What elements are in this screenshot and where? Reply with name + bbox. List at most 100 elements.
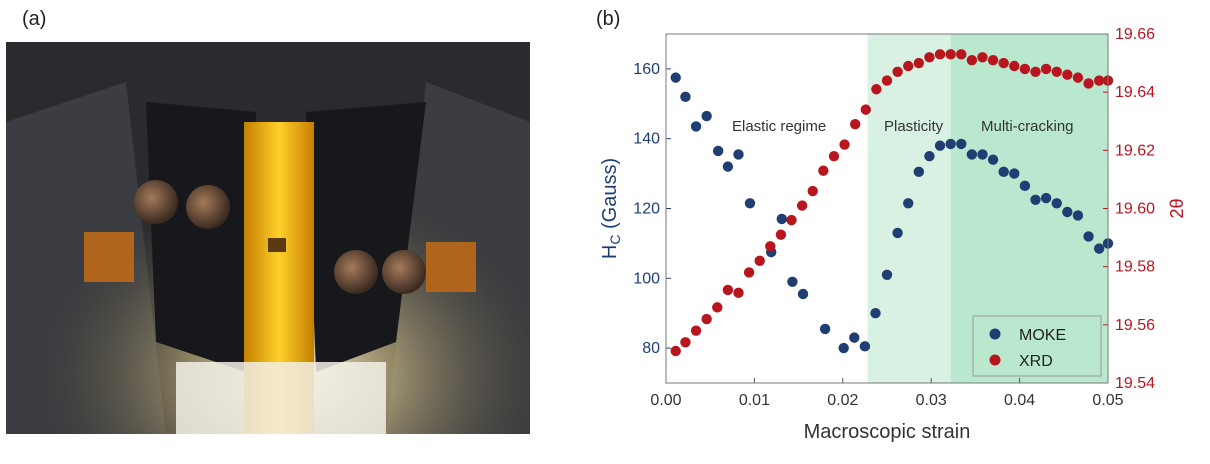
xrd-point bbox=[1009, 60, 1020, 72]
moke-point bbox=[819, 323, 831, 335]
xrd-point bbox=[722, 284, 734, 296]
xrd-point bbox=[828, 150, 840, 162]
xrd-point bbox=[1051, 66, 1062, 78]
moke-point bbox=[744, 198, 756, 209]
legend-label: XRD bbox=[1019, 353, 1053, 370]
y-left-tick-label: 100 bbox=[633, 270, 660, 287]
xrd-point bbox=[680, 337, 691, 348]
x-axis-label: Macroscopic strain bbox=[804, 421, 971, 443]
xrd-point bbox=[786, 214, 797, 226]
moke-point bbox=[998, 166, 1009, 178]
xrd-point bbox=[743, 267, 755, 278]
xrd-point bbox=[796, 200, 808, 211]
y-left-tick-label: 160 bbox=[633, 61, 660, 78]
moke-point bbox=[1030, 194, 1041, 205]
moke-point bbox=[1083, 231, 1094, 242]
region-1 bbox=[867, 34, 951, 383]
legend-label: MOKE bbox=[1019, 327, 1066, 344]
region-label: Multi-cracking bbox=[981, 118, 1074, 135]
xrd-point bbox=[977, 52, 988, 63]
xrd-point bbox=[775, 229, 787, 240]
photo-light-bottom bbox=[176, 362, 386, 434]
xrd-point bbox=[860, 104, 871, 115]
xrd-point bbox=[1030, 66, 1041, 78]
xrd-point bbox=[903, 60, 914, 72]
y-right-tick-label: 19.54 bbox=[1115, 375, 1155, 392]
photo-contact-pad-3 bbox=[334, 250, 378, 294]
y-left-tick-label: 80 bbox=[642, 340, 660, 357]
y-axis-left-label: HC (Gauss) bbox=[599, 158, 623, 259]
x-tick-label: 0.02 bbox=[827, 392, 858, 409]
xrd-point bbox=[1062, 69, 1073, 80]
moke-point bbox=[1093, 243, 1105, 254]
xrd-point bbox=[913, 57, 925, 69]
x-tick-label: 0.00 bbox=[650, 392, 681, 409]
legend-marker bbox=[989, 354, 1001, 366]
moke-point bbox=[892, 227, 903, 239]
y-axis-left-label-rest: (Gauss) bbox=[599, 158, 621, 235]
moke-point bbox=[870, 308, 881, 319]
data-points bbox=[670, 49, 1114, 357]
moke-point bbox=[977, 149, 988, 160]
photo-contact-pad-2 bbox=[186, 185, 230, 229]
xrd-point bbox=[818, 165, 829, 176]
xrd-point bbox=[998, 57, 1009, 69]
y-right-tick-label: 19.56 bbox=[1115, 317, 1155, 334]
photo-right-clamp bbox=[306, 102, 426, 372]
xrd-point bbox=[1072, 72, 1084, 83]
xrd-point bbox=[701, 313, 712, 325]
xrd-point bbox=[712, 302, 723, 313]
moke-point bbox=[913, 166, 925, 178]
region-label: Plasticity bbox=[884, 118, 944, 135]
y-right-tick-label: 19.66 bbox=[1115, 26, 1155, 43]
xrd-point bbox=[934, 49, 946, 60]
xrd-point bbox=[1083, 78, 1094, 89]
y-right-tick-label: 19.60 bbox=[1115, 201, 1155, 218]
moke-point bbox=[1072, 210, 1084, 221]
photo-coil-right bbox=[426, 242, 476, 292]
chart: 0.00 0.01 0.02 0.03 0.04 0.05 80 100 120 140 160 19… bbox=[599, 26, 1187, 443]
moke-point bbox=[1009, 168, 1020, 179]
photo-contact-pad-1 bbox=[134, 180, 178, 224]
y-left-tick-label: 140 bbox=[633, 131, 660, 148]
legend: MOKE XRD bbox=[972, 315, 1102, 377]
xrd-point bbox=[1040, 63, 1052, 75]
moke-point bbox=[1040, 192, 1052, 204]
moke-point bbox=[680, 91, 691, 103]
moke-point bbox=[1019, 180, 1031, 192]
y-left-tick-label: 120 bbox=[633, 201, 660, 218]
photo-contact-pad-4 bbox=[382, 250, 426, 294]
x-tick-label: 0.04 bbox=[1004, 392, 1035, 409]
xrd-point bbox=[849, 118, 861, 130]
x-tick-label: 0.01 bbox=[739, 392, 770, 409]
moke-point bbox=[797, 288, 809, 300]
y-right-tick-label: 19.58 bbox=[1115, 259, 1155, 276]
moke-point bbox=[670, 72, 681, 83]
y-axis-left-label-main: H bbox=[599, 245, 621, 259]
xrd-point bbox=[670, 345, 681, 357]
moke-point bbox=[945, 138, 956, 150]
photo-left-clamp bbox=[146, 102, 256, 372]
legend-box bbox=[972, 315, 1102, 377]
region-labels: Elastic regime Plasticity Multi-cracking bbox=[732, 118, 1074, 135]
moke-point bbox=[966, 149, 978, 160]
moke-point bbox=[712, 145, 724, 157]
moke-point bbox=[701, 110, 712, 122]
xrd-point bbox=[733, 287, 744, 299]
xrd-point bbox=[807, 185, 818, 197]
legend-marker bbox=[989, 328, 1001, 340]
moke-point bbox=[776, 213, 788, 225]
xrd-point bbox=[945, 49, 956, 60]
xrd-point bbox=[690, 325, 702, 336]
xrd-point bbox=[839, 139, 850, 150]
photo-sample-chip bbox=[268, 238, 286, 252]
xrd-point bbox=[966, 54, 978, 66]
photograph-icon bbox=[6, 42, 530, 434]
y-right-tick-label: 19.64 bbox=[1115, 84, 1155, 101]
moke-point bbox=[1062, 206, 1073, 218]
moke-point bbox=[956, 138, 967, 150]
xrd-point bbox=[765, 241, 776, 252]
moke-point bbox=[722, 161, 734, 172]
xrd-point bbox=[1019, 63, 1031, 75]
moke-point bbox=[859, 341, 871, 352]
